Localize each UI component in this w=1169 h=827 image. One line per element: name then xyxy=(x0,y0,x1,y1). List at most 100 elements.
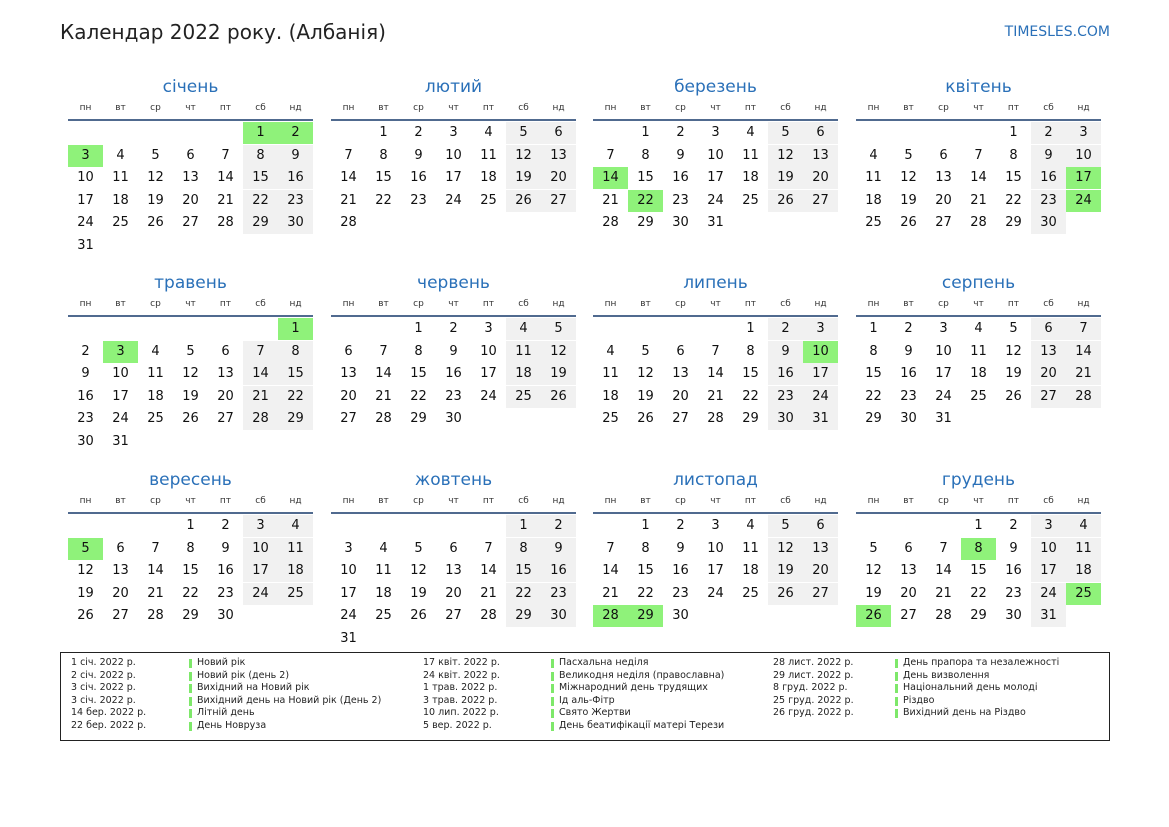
empty-cell xyxy=(961,122,996,144)
month-9: вересень пн вт ср чт пт сб нд 1 2 3 4 5 6 7 8 9 10 11 12 13 1… xyxy=(68,467,313,627)
day-cell: 24 xyxy=(445,192,462,208)
day-cell: 21 xyxy=(602,585,619,601)
day-cell: 1 xyxy=(641,518,650,533)
weekday-label: пн xyxy=(79,299,92,309)
weekday-label: вт xyxy=(378,299,389,309)
weekday-header: пн вт ср чт пт сб нд xyxy=(331,101,576,115)
holiday-date: 8 груд. 2022 р. xyxy=(773,682,848,694)
day-cell: 14 xyxy=(147,563,164,578)
weekday-label: ср xyxy=(150,299,161,309)
day-cell: 26 xyxy=(1005,388,1022,404)
day-cell: 21 xyxy=(970,192,987,208)
day-cell: 16 xyxy=(900,366,917,381)
day-cell: 25 xyxy=(742,585,759,601)
day-cell: 28 xyxy=(602,215,619,230)
day-cell: 12 xyxy=(768,144,803,167)
empty-cell xyxy=(173,318,208,340)
day-cell: 14 xyxy=(243,363,278,385)
day-cell: 11 xyxy=(375,563,392,578)
month-name: січень xyxy=(162,77,219,97)
day-cell: 27 xyxy=(217,411,234,426)
holiday-day: 26 xyxy=(856,605,891,627)
weekday-label: нд xyxy=(1077,299,1090,309)
day-cell: 10 xyxy=(77,170,94,185)
weekday-header: пн вт ср чт пт сб нд xyxy=(331,494,576,508)
holiday-date: 25 груд. 2022 р. xyxy=(773,694,854,706)
day-cell: 22 xyxy=(970,585,987,601)
day-cell: 20 xyxy=(935,192,952,208)
empty-cell xyxy=(891,515,926,537)
day-cell: 17 xyxy=(707,563,724,578)
day-cell: 2 xyxy=(1031,122,1066,144)
day-cell: 17 xyxy=(803,363,838,385)
day-cell: 6 xyxy=(186,147,195,163)
holiday-marker xyxy=(551,722,554,731)
weekday-label: пт xyxy=(1007,299,1020,309)
site-link[interactable]: TIMESLES.COM xyxy=(1004,24,1110,40)
day-cell: 17 xyxy=(445,170,462,185)
holiday-name: Національний день молоді xyxy=(903,682,1038,694)
day-cell: 14 xyxy=(217,170,234,185)
day-cell: 12 xyxy=(182,366,199,381)
weekday-label: нд xyxy=(1077,496,1090,506)
weekday-label: ср xyxy=(413,103,424,113)
day-cell: 15 xyxy=(182,563,199,578)
day-grid: 1 2 3 4 5 6 7 8 9 10 11 12 13 14 15 16 17 18 19 20 21 22 23 24 2… xyxy=(68,122,313,257)
day-cell: 18 xyxy=(970,366,987,381)
day-cell: 22 xyxy=(1005,192,1022,208)
day-cell: 27 xyxy=(935,215,952,230)
weekday-label: пт xyxy=(219,103,232,113)
empty-cell xyxy=(208,122,243,144)
holiday-day: 29 xyxy=(628,605,663,627)
weekday-label: ср xyxy=(938,103,949,113)
holiday-day: 14 xyxy=(593,167,628,189)
day-cell: 25 xyxy=(865,215,882,230)
month-10: жовтень пн вт ср чт пт сб нд 1 2 3 4 5 6 7 8 9 10 11 12 13 14… xyxy=(331,467,576,650)
holiday-marker xyxy=(551,671,554,681)
day-cell: 20 xyxy=(900,585,917,601)
day-cell: 22 xyxy=(742,388,759,404)
weekday-label: ср xyxy=(150,103,161,113)
weekday-label: вт xyxy=(378,103,389,113)
day-cell: 19 xyxy=(1005,366,1022,381)
day-cell: 30 xyxy=(278,212,313,234)
month-name: лютий xyxy=(424,77,483,97)
day-cell: 4 xyxy=(379,540,388,556)
day-cell: 2 xyxy=(768,318,803,340)
holiday-marker xyxy=(895,709,898,719)
empty-cell xyxy=(891,122,926,144)
weekday-label: ср xyxy=(675,496,686,506)
day-cell: 29 xyxy=(182,608,199,623)
day-cell: 5 xyxy=(186,343,195,359)
month-divider xyxy=(593,512,838,514)
month-name: квітень xyxy=(945,77,1012,97)
day-cell: 23 xyxy=(672,585,689,601)
day-cell: 26 xyxy=(147,215,164,230)
holiday-date: 3 січ. 2022 р. xyxy=(71,682,136,694)
weekday-label: нд xyxy=(552,299,565,309)
weekday-label: чт xyxy=(448,496,459,506)
weekday-label: пт xyxy=(1007,496,1020,506)
day-cell: 12 xyxy=(410,563,427,578)
day-cell: 3 xyxy=(484,321,493,336)
day-cell: 28 xyxy=(935,608,952,623)
day-cell: 5 xyxy=(869,540,878,556)
day-cell: 4 xyxy=(116,147,125,163)
day-cell: 2 xyxy=(81,343,90,359)
day-cell: 5 xyxy=(541,318,576,340)
day-cell: 16 xyxy=(1031,167,1066,189)
day-cell: 23 xyxy=(445,388,462,404)
holiday-marker xyxy=(551,659,554,668)
day-cell: 6 xyxy=(344,343,353,359)
day-cell: 31 xyxy=(803,408,838,430)
empty-cell xyxy=(856,515,891,537)
day-cell: 11 xyxy=(602,366,619,381)
holiday-day: 17 xyxy=(1066,167,1101,189)
holiday-day: 8 xyxy=(961,537,996,560)
day-cell: 21 xyxy=(243,385,278,408)
day-cell: 26 xyxy=(637,411,654,426)
day-cell: 17 xyxy=(340,585,357,601)
weekday-label: чт xyxy=(710,103,721,113)
day-cell: 2 xyxy=(904,321,913,336)
weekday-label: пн xyxy=(342,299,355,309)
